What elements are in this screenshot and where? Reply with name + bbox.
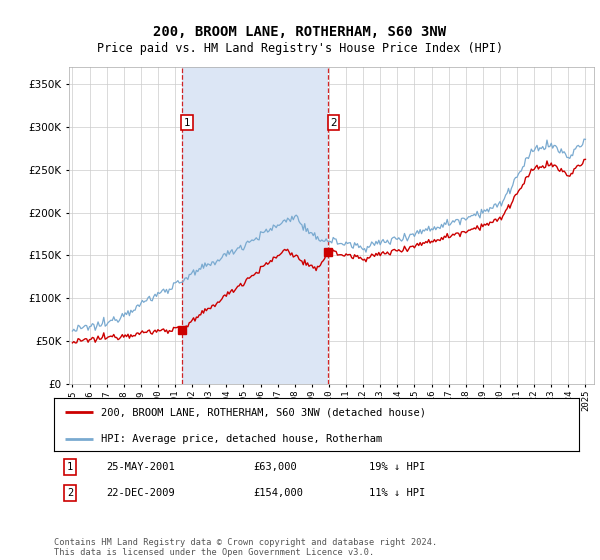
Text: £154,000: £154,000 (254, 488, 304, 498)
Text: Contains HM Land Registry data © Crown copyright and database right 2024.
This d: Contains HM Land Registry data © Crown c… (54, 538, 437, 557)
Text: 25-MAY-2001: 25-MAY-2001 (107, 462, 175, 472)
Text: 2: 2 (330, 118, 337, 128)
Text: 19% ↓ HPI: 19% ↓ HPI (369, 462, 425, 472)
Text: 11% ↓ HPI: 11% ↓ HPI (369, 488, 425, 498)
Text: 22-DEC-2009: 22-DEC-2009 (107, 488, 175, 498)
Bar (182, 67, 328, 384)
Text: Price paid vs. HM Land Registry's House Price Index (HPI): Price paid vs. HM Land Registry's House … (97, 42, 503, 55)
Text: 2: 2 (67, 488, 73, 498)
Text: HPI: Average price, detached house, Rotherham: HPI: Average price, detached house, Roth… (101, 434, 383, 444)
Text: 200, BROOM LANE, ROTHERHAM, S60 3NW: 200, BROOM LANE, ROTHERHAM, S60 3NW (154, 25, 446, 39)
Text: 200, BROOM LANE, ROTHERHAM, S60 3NW (detached house): 200, BROOM LANE, ROTHERHAM, S60 3NW (det… (101, 408, 426, 418)
Text: 1: 1 (184, 118, 190, 128)
Text: 1: 1 (67, 462, 73, 472)
Text: £63,000: £63,000 (254, 462, 297, 472)
